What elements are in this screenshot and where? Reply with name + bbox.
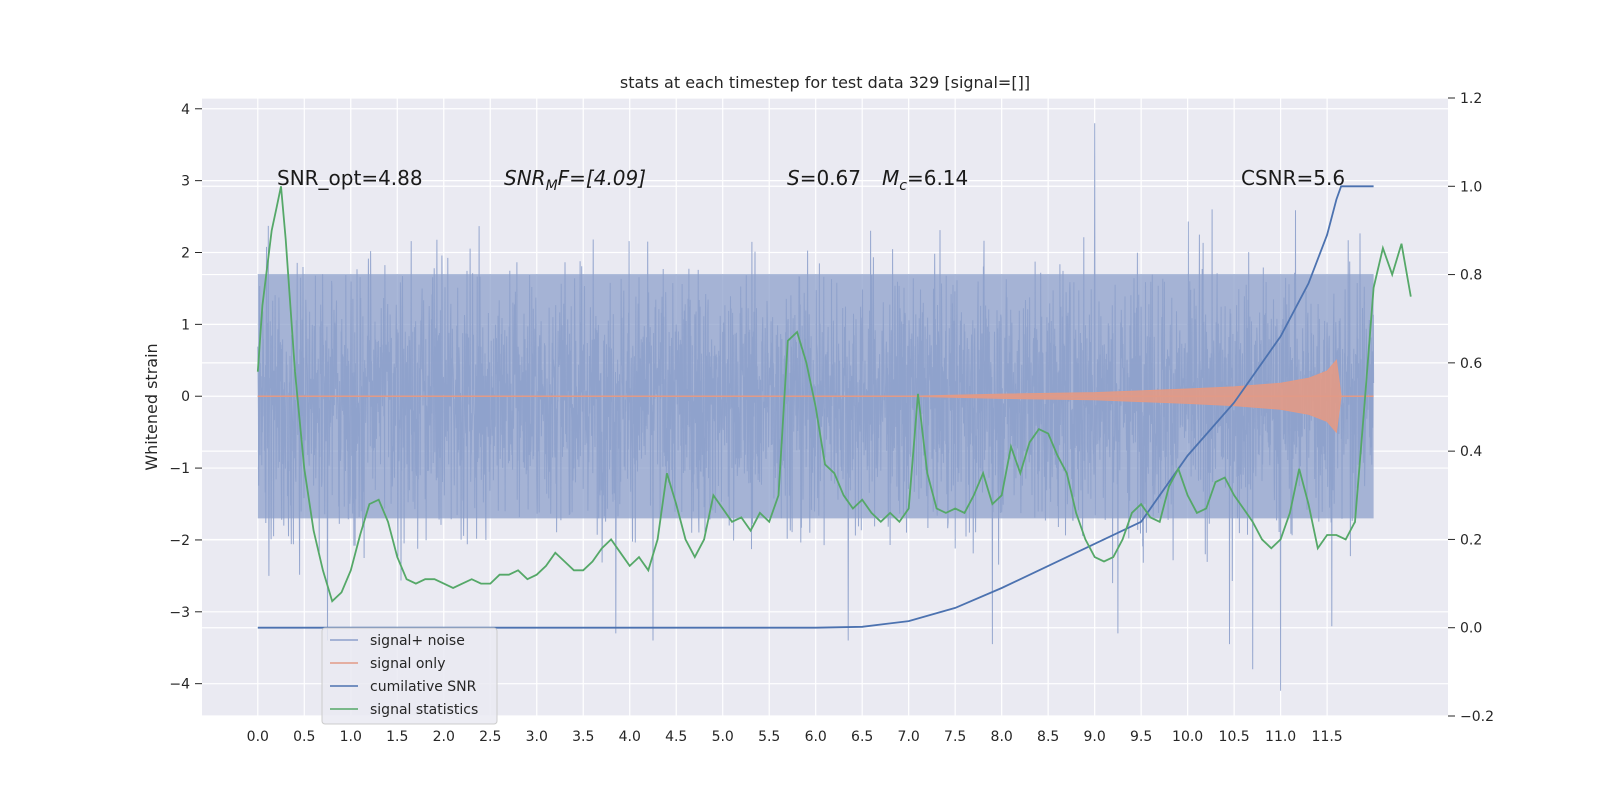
legend-label-signal-noise: signal+ noise: [370, 633, 465, 649]
x-tick-label: 5.5: [758, 729, 780, 745]
y-axis-ticks: −4 −3 −2 −1 0 1 2 3 4: [169, 102, 202, 693]
y-right-tick-label: 1.0: [1460, 179, 1482, 195]
x-tick-label: 0.0: [247, 729, 269, 745]
x-tick-label: 6.5: [851, 729, 873, 745]
y-tick-label: −4: [169, 677, 190, 693]
annotation-mc-sub: c: [899, 178, 907, 194]
cumulative-snr-line: [257, 185, 1374, 629]
x-tick-label: 5.0: [712, 729, 734, 745]
x-tick-label: 8.0: [991, 729, 1013, 745]
signal-statistics-line: [256, 186, 1412, 603]
x-tick-label: 8.5: [1037, 729, 1059, 745]
x-tick-label: 3.0: [526, 729, 548, 745]
y-tick-label: 3: [181, 174, 190, 190]
chart-title: stats at each timestep for test data 329…: [620, 73, 1030, 92]
annotation-snr-mf-main: SNR: [504, 166, 546, 190]
x-tick-label: 11.5: [1312, 729, 1343, 745]
x-tick-label: 0.5: [293, 729, 315, 745]
annotation-s: S=0.67: [787, 166, 861, 190]
x-tick-label: 10.0: [1172, 729, 1203, 745]
legend-label-signal-statistics: signal statistics: [370, 702, 478, 718]
y-tick-label: −3: [169, 605, 190, 621]
legend-label-signal-only: signal only: [370, 656, 445, 672]
y-right-tick-label: −0.2: [1460, 709, 1494, 725]
annotation-mc-var: M: [882, 166, 899, 190]
series-signal-statistics: [256, 186, 1412, 603]
x-tick-label: 1.0: [340, 729, 362, 745]
annotation-mc-val: =6.14: [907, 166, 968, 190]
x-tick-label: 9.0: [1084, 729, 1106, 745]
y-tick-label: 4: [181, 102, 190, 118]
x-tick-label: 7.5: [944, 729, 966, 745]
annotation-snr-mf-rest: F=[4.09]: [558, 166, 646, 190]
y-tick-label: −2: [169, 533, 190, 549]
x-tick-label: 3.5: [572, 729, 594, 745]
x-tick-label: 7.0: [898, 729, 920, 745]
x-tick-label: 2.0: [433, 729, 455, 745]
y-right-tick-label: 0.2: [1460, 532, 1482, 548]
x-tick-label: 9.5: [1130, 729, 1152, 745]
x-tick-label: 2.5: [479, 729, 501, 745]
y-right-tick-label: 0.6: [1460, 356, 1482, 372]
legend: signal+ noise signal only cumilative SNR…: [321, 627, 498, 725]
series-cumulative-snr: [257, 185, 1374, 629]
annotation-s-var: S: [787, 166, 800, 190]
annotation-snr-opt: SNR_opt=4.88: [277, 166, 423, 190]
x-tick-label: 4.5: [665, 729, 687, 745]
x-tick-label: 1.5: [386, 729, 408, 745]
y-right-tick-label: 0.4: [1460, 444, 1482, 460]
x-axis-ticks: 0.0 0.5 1.0 1.5 2.0 2.5 3.0 3.5 4.0 4.5 5.0 5.5 6.0 6…: [247, 729, 1343, 745]
x-tick-label: 6.0: [805, 729, 827, 745]
x-tick-label: 4.0: [619, 729, 641, 745]
legend-label-cumulative-snr: cumilative SNR: [370, 679, 477, 695]
series-signal-only: [257, 359, 1374, 434]
x-tick-label: 10.5: [1219, 729, 1250, 745]
y-right-tick-label: 0.8: [1460, 268, 1482, 284]
y-right-tick-label: 0.0: [1460, 621, 1482, 637]
x-tick-label: 11.0: [1265, 729, 1296, 745]
y-tick-label: 0: [181, 389, 190, 405]
y-right-tick-label: 1.2: [1460, 91, 1482, 107]
y-tick-label: 1: [181, 317, 190, 333]
annotation-snr-mf-sub: M: [546, 178, 558, 194]
y-right-axis-ticks: −0.2 0.0 0.2 0.4 0.6 0.8 1.0 1.2: [1448, 91, 1494, 725]
y-tick-label: −1: [169, 461, 190, 477]
y-tick-label: 2: [181, 246, 190, 262]
annotation-snr-mf: SNRMF=[4.09]: [504, 166, 646, 194]
annotation-s-val: =0.67: [800, 166, 861, 190]
annotation-mc: Mc=6.14: [882, 166, 968, 194]
legend-box: [321, 627, 498, 725]
y-axis-label: Whitened strain: [142, 343, 161, 470]
annotation-csnr: CSNR=5.6: [1241, 166, 1345, 190]
